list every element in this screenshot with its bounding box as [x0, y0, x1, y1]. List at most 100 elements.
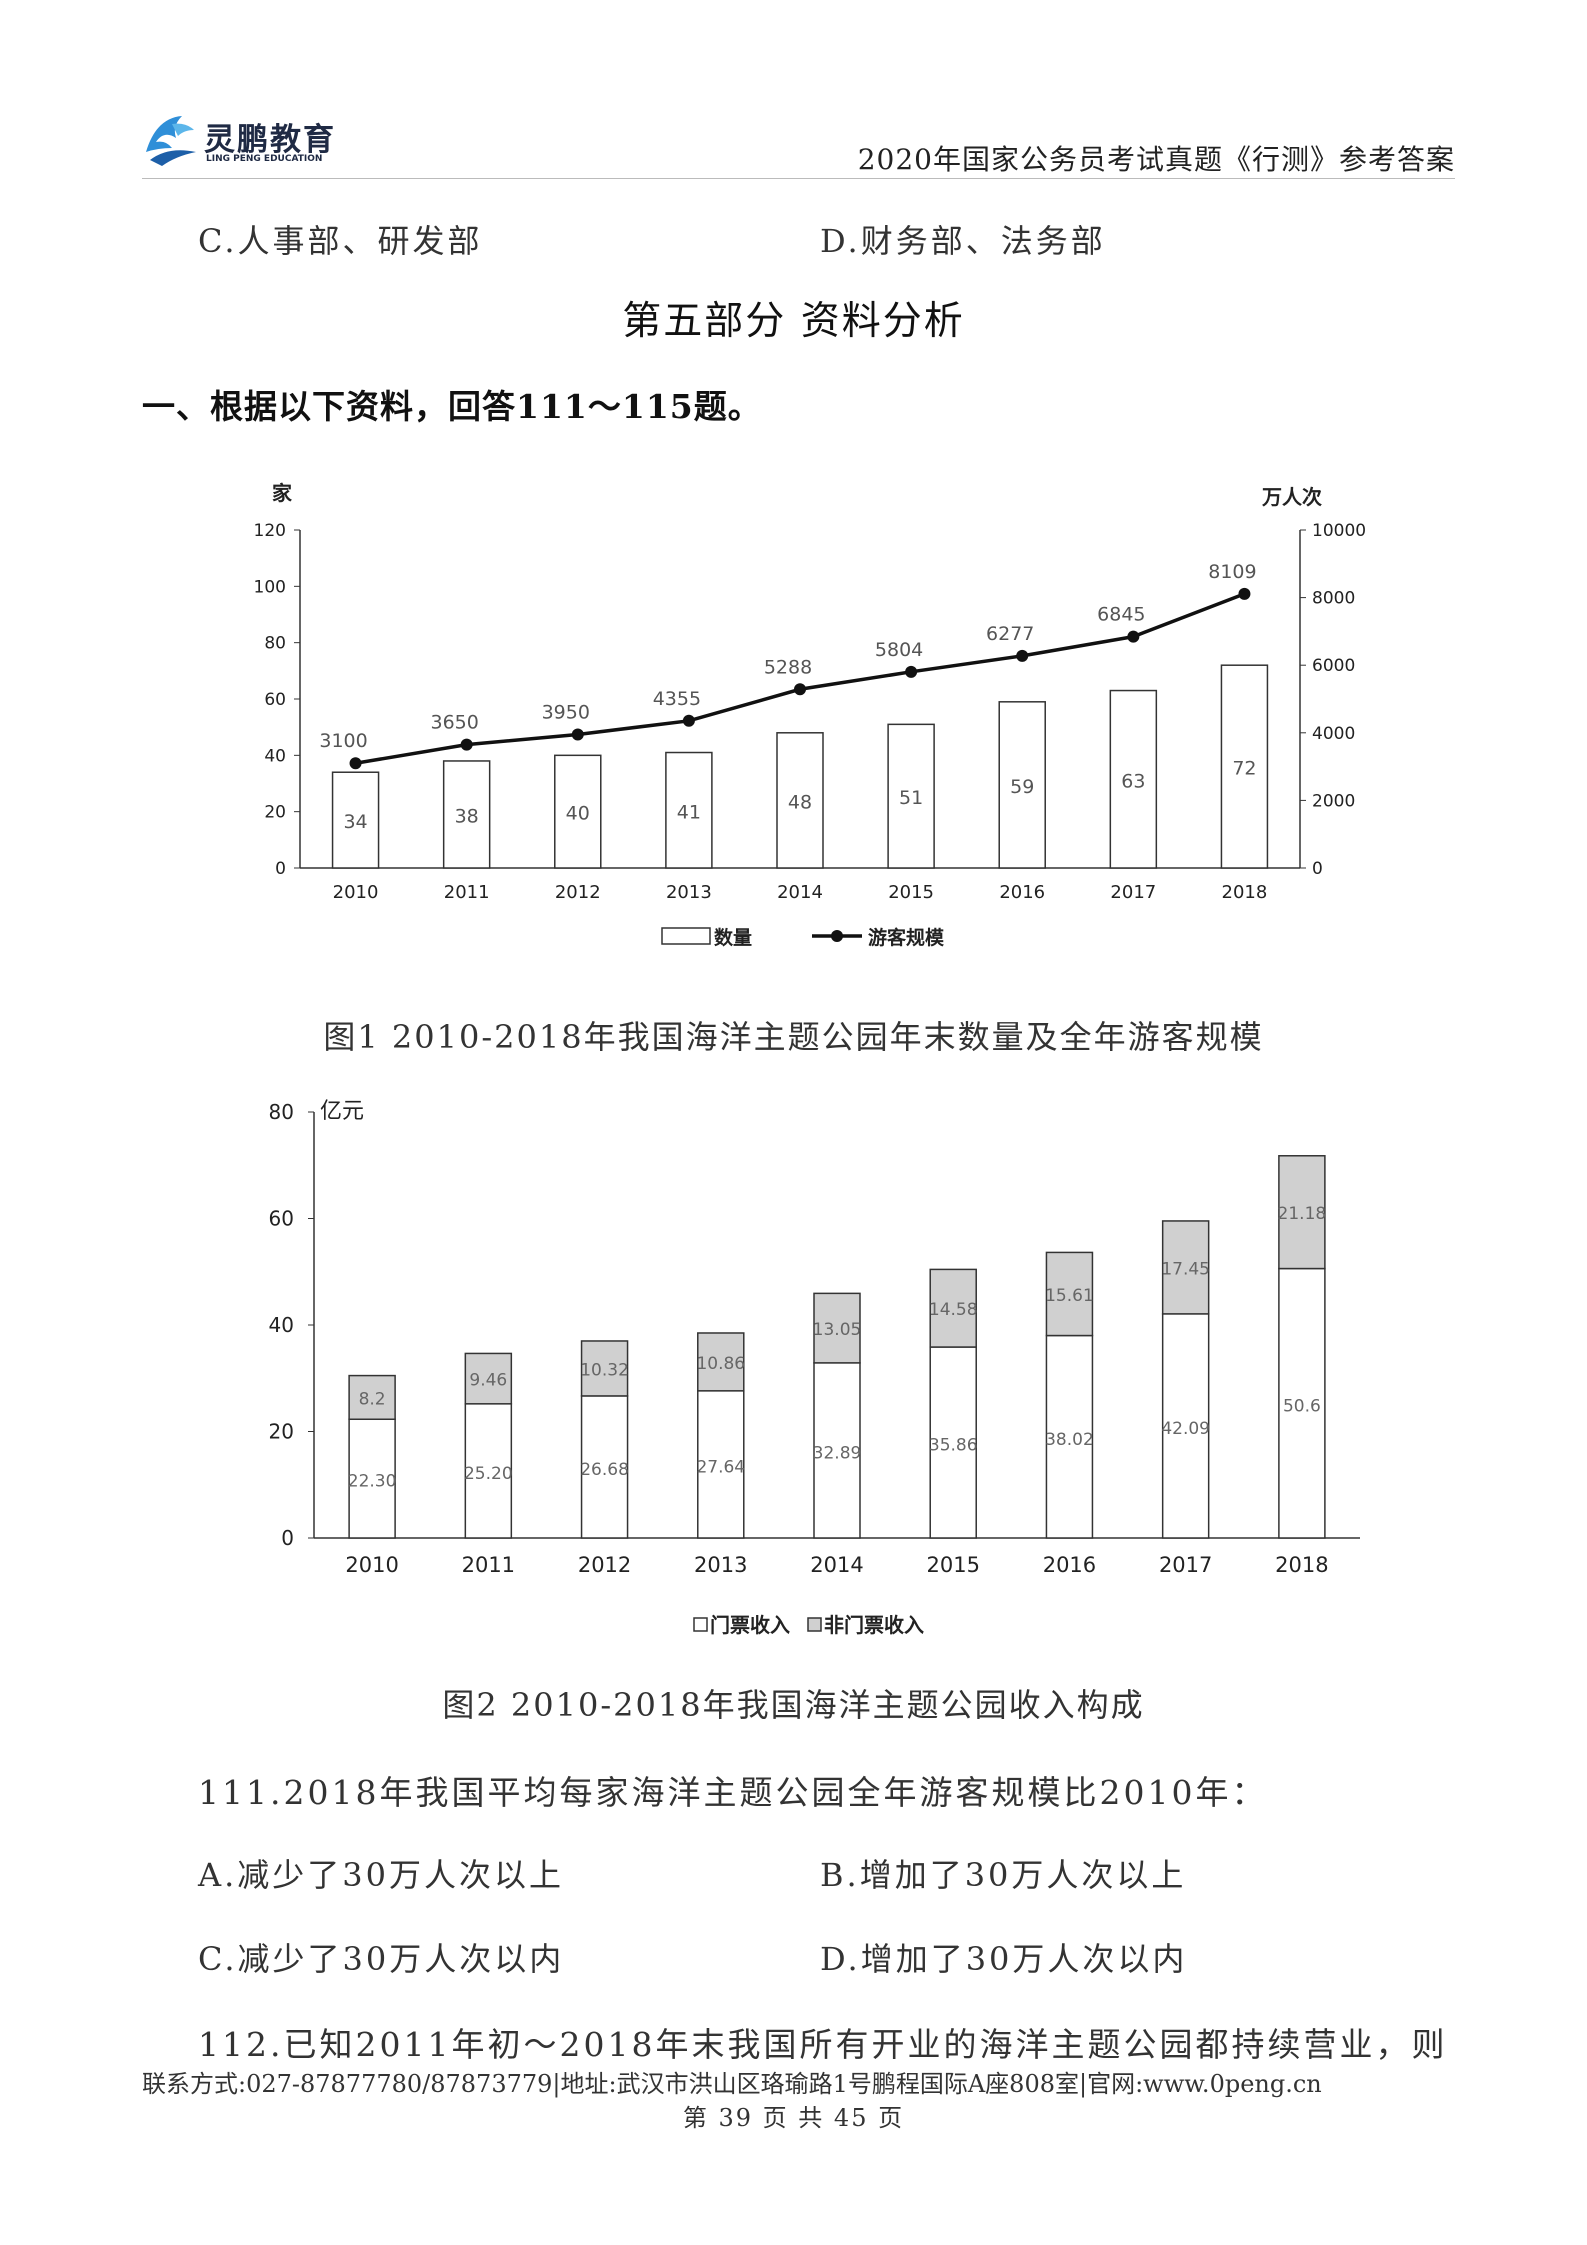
left-tick-label: 60 — [264, 690, 286, 710]
line-value-label: 3950 — [542, 701, 590, 723]
q111-option-c: C.减少了30万人次以内 — [198, 1940, 565, 1978]
bar-ticket-revenue — [580, 1395, 629, 1539]
bar-ticket-revenue — [929, 1346, 977, 1539]
right-tick-label: 4000 — [1312, 724, 1355, 744]
line-value-label: 6277 — [986, 623, 1034, 645]
ticket-value-label: 35.86 — [929, 1436, 978, 1456]
line-point — [1127, 630, 1140, 643]
bar-non-ticket-revenue — [1278, 1155, 1326, 1270]
non-ticket-value-label: 17.45 — [1161, 1259, 1210, 1279]
bar-ticket-revenue — [1161, 1313, 1210, 1539]
document-title: 2020年国家公务员考试真题《行测》参考答案 — [857, 143, 1455, 176]
left-tick-label: 20 — [264, 803, 286, 823]
x-tick-label: 2014 — [810, 1553, 863, 1577]
non-ticket-value-label: 8.2 — [359, 1389, 386, 1409]
left-tick-label: 80 — [264, 634, 286, 654]
bar-parks — [1109, 689, 1158, 869]
y-tick-label: 20 — [269, 1420, 294, 1444]
x-tick-label: 2017 — [1110, 882, 1156, 903]
chart-revenue-composition: 亿元 0 20 40 60 80 22.30 8.2 25.20 9.46 26.68 10.32 27… — [269, 1099, 1360, 1637]
ticket-value-label: 50.6 — [1283, 1396, 1321, 1416]
bar-parks — [665, 751, 713, 869]
chart-parks-visitors: 家 万人次 0 20 40 60 80 100 120 0 2000 4000 6000 8000 1000… — [254, 481, 1367, 949]
bar-value-label: 59 — [1010, 776, 1034, 798]
y-axis-unit: 亿元 — [320, 1099, 364, 1124]
bar-value-label: 63 — [1121, 770, 1145, 792]
line-point — [349, 757, 362, 770]
x-tick-label: 2013 — [694, 1553, 747, 1577]
left-axis-unit: 家 — [272, 481, 293, 505]
bar-ticket-revenue — [348, 1418, 396, 1539]
legend-line-label: 游客规模 — [868, 926, 945, 949]
legend-bar-label: 数量 — [714, 926, 752, 949]
line-value-label: 6845 — [1097, 604, 1145, 626]
bar-non-ticket-revenue — [580, 1340, 629, 1397]
bar-parks — [998, 701, 1046, 869]
footer-contact: 联系方式:027-87877780/87873779|地址:武汉市洪山区珞瑜路1… — [142, 2070, 1322, 2098]
ticket-value-label: 25.20 — [464, 1464, 513, 1484]
bar-ticket-revenue — [1045, 1334, 1094, 1539]
legend-line-marker — [831, 930, 843, 942]
header-divider — [142, 178, 1455, 179]
bar-parks — [887, 723, 935, 869]
line-point — [905, 665, 918, 678]
line-point — [682, 714, 695, 727]
line-value-label: 5288 — [764, 656, 812, 678]
bar-value-label: 34 — [343, 811, 367, 833]
left-tick-label: 100 — [254, 577, 286, 597]
non-ticket-value-label: 13.05 — [813, 1320, 862, 1340]
bar-non-ticket-revenue — [464, 1352, 513, 1405]
x-tick-label: 2010 — [345, 1553, 398, 1577]
legend-ticket-swatch — [693, 1617, 708, 1632]
prev-option-d: D.财务部、法务部 — [820, 222, 1106, 260]
bar-non-ticket-revenue — [1045, 1251, 1094, 1337]
left-tick-label: 40 — [264, 746, 286, 766]
bar-parks — [554, 754, 602, 869]
page-number: 第 39 页 共 45 页 — [682, 2104, 905, 2132]
bar-non-ticket-revenue — [348, 1374, 396, 1421]
x-tick-label: 2017 — [1159, 1553, 1212, 1577]
y-tick-label: 0 — [281, 1526, 294, 1550]
y-tick-label: 60 — [269, 1207, 294, 1231]
bar-non-ticket-revenue — [929, 1268, 977, 1348]
ticket-value-label: 38.02 — [1045, 1430, 1094, 1450]
bar-ticket-revenue — [1278, 1267, 1326, 1539]
bar-parks — [331, 771, 380, 869]
x-tick-label: 2012 — [578, 1553, 631, 1577]
right-axis-unit: 万人次 — [1261, 485, 1322, 509]
x-tick-label: 2013 — [666, 882, 712, 903]
x-tick-label: 2014 — [777, 882, 823, 903]
non-ticket-value-label: 9.46 — [469, 1371, 507, 1391]
chart1-caption: 图1 2010-2018年我国海洋主题公园年末数量及全年游客规模 — [323, 1018, 1264, 1056]
y-tick-label: 80 — [269, 1100, 294, 1124]
bar-parks — [776, 732, 824, 869]
non-ticket-value-label: 10.86 — [696, 1354, 745, 1374]
bar-value-label: 72 — [1232, 758, 1256, 780]
prev-option-c: C.人事部、研发部 — [198, 222, 483, 260]
x-tick-label: 2015 — [888, 882, 934, 903]
x-tick-label: 2016 — [999, 882, 1045, 903]
q112-stem: 112.已知2011年初～2018年末我国所有开业的海洋主题公园都持续营业，则 — [198, 2025, 1448, 2064]
logo: 灵鹏教育 LING PENG EDUCATION — [142, 112, 372, 172]
logo-text: 灵鹏教育 — [204, 122, 336, 158]
legend-non-ticket-label: 非门票收入 — [824, 1613, 924, 1637]
logo-subtitle: LING PENG EDUCATION — [206, 154, 323, 164]
right-tick-label: 10000 — [1312, 521, 1366, 541]
q111-option-a: A.减少了30万人次以上 — [198, 1856, 565, 1894]
bar-parks — [442, 760, 491, 869]
x-tick-label: 2011 — [444, 882, 490, 903]
line-point — [460, 738, 473, 751]
legend-non-ticket-swatch — [807, 1617, 822, 1632]
section-title: 第五部分 资料分析 — [622, 299, 965, 344]
line-point — [794, 683, 806, 696]
chart2-caption: 图2 2010-2018年我国海洋主题公园收入构成 — [442, 1686, 1145, 1724]
q111-stem: 111.2018年我国平均每家海洋主题公园全年游客规模比2010年： — [198, 1773, 1268, 1812]
left-tick-label: 120 — [254, 521, 286, 541]
ticket-value-label: 26.68 — [580, 1460, 629, 1480]
bar-non-ticket-revenue — [1161, 1220, 1210, 1315]
logo-icon — [146, 116, 196, 166]
right-tick-label: 0 — [1312, 859, 1323, 879]
legend-ticket-label: 门票收入 — [710, 1613, 790, 1637]
line-value-label: 3100 — [319, 730, 367, 752]
bar-value-label: 48 — [788, 791, 812, 813]
